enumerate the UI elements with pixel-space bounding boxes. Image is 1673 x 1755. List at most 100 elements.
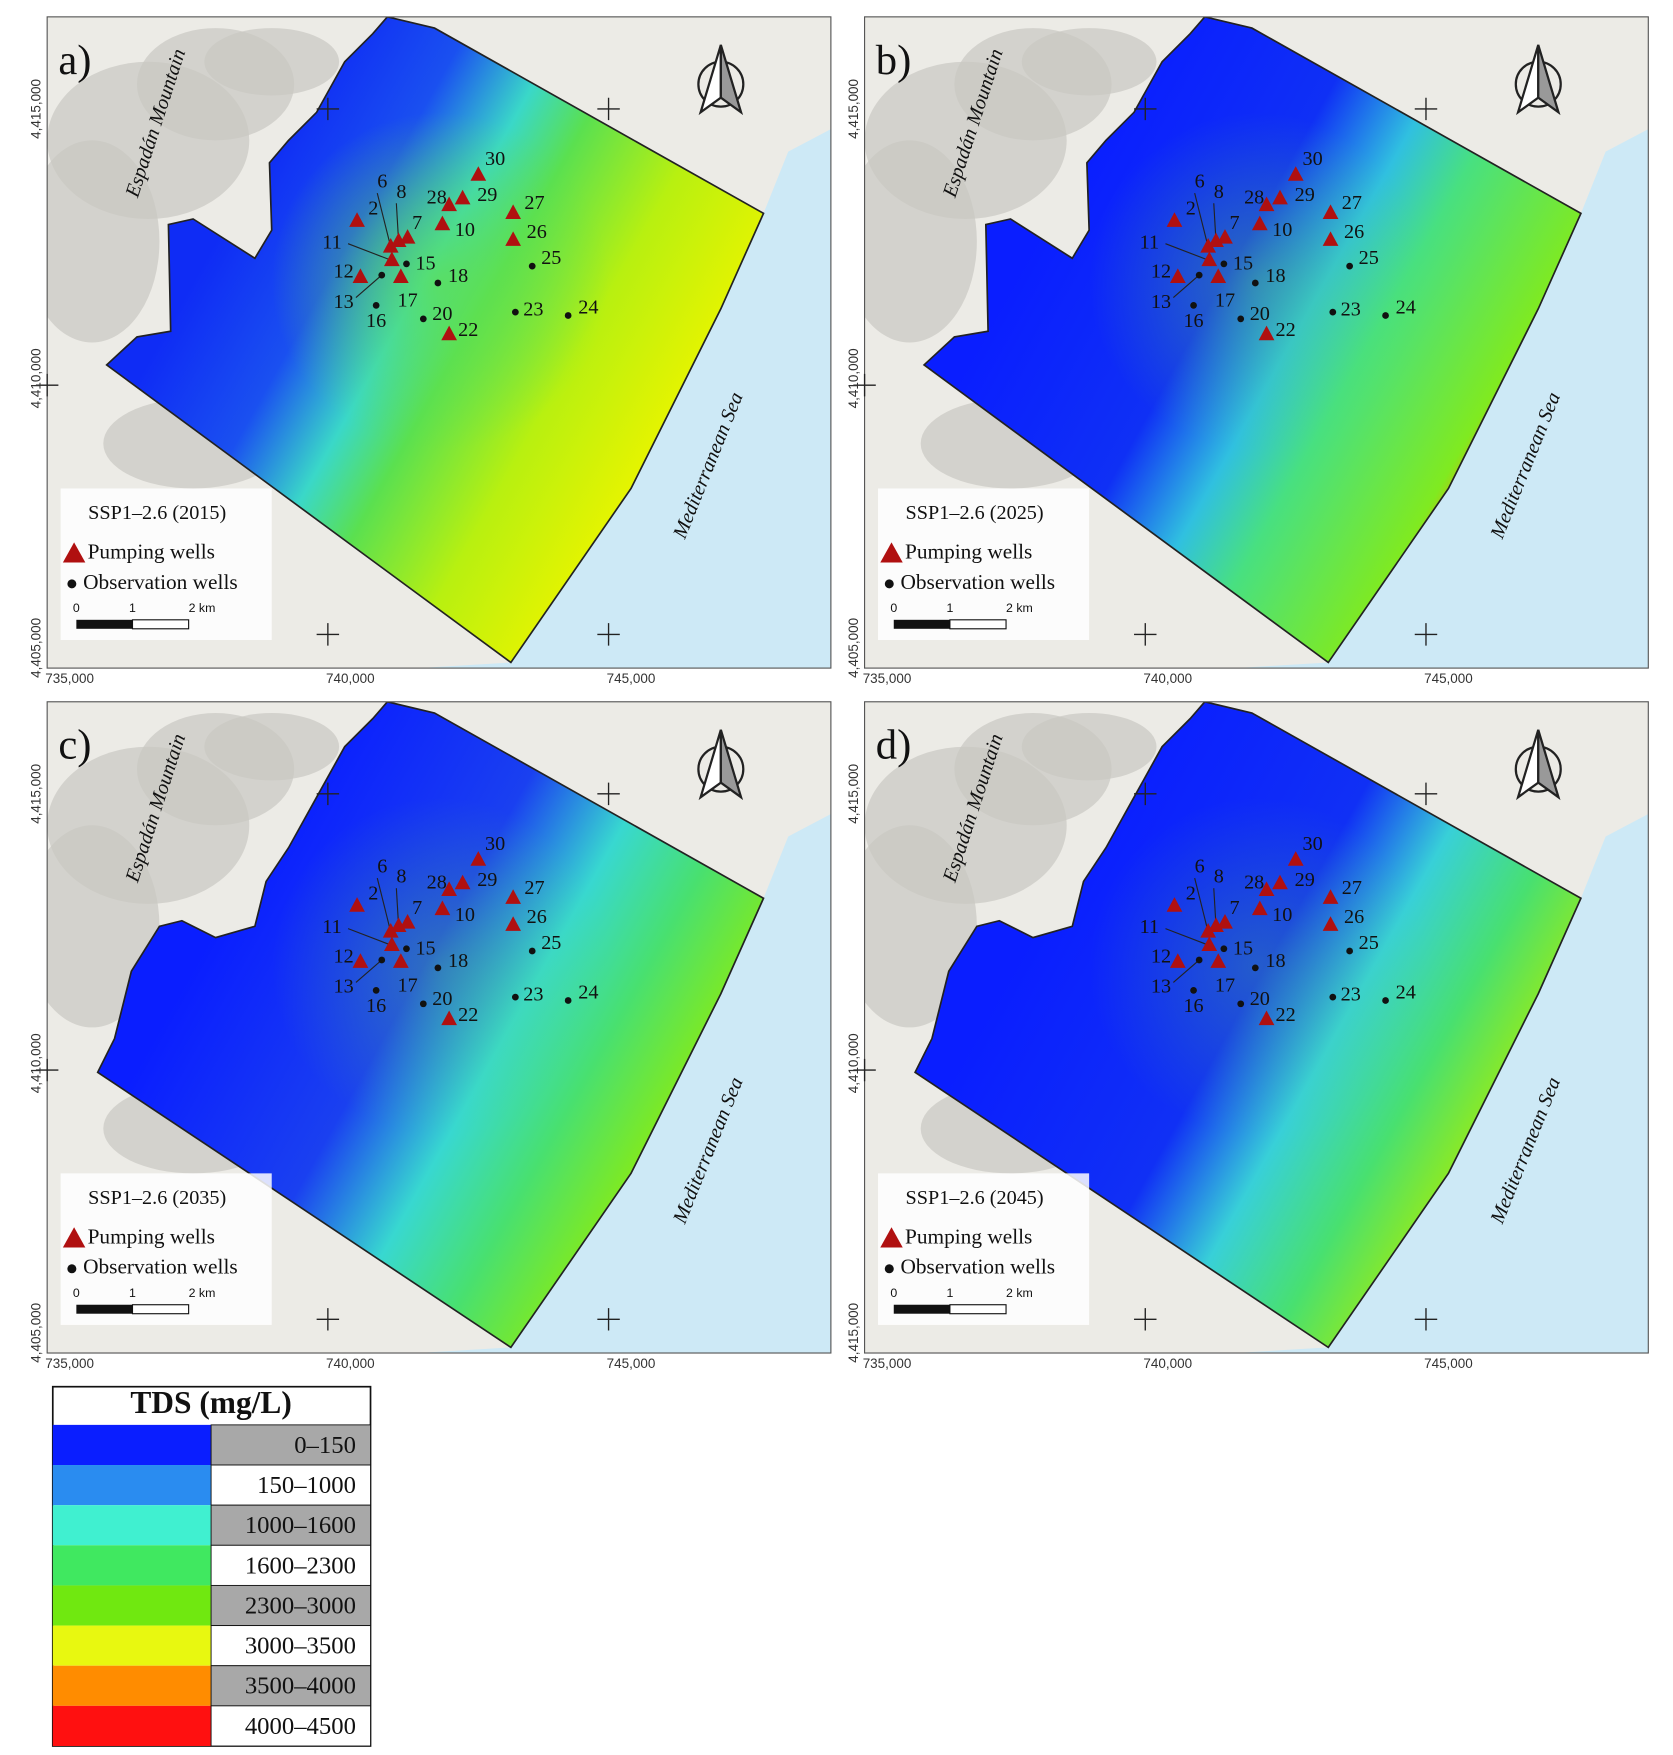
scale-bar — [76, 1304, 133, 1314]
well-label: 23 — [1341, 299, 1361, 321]
grid-cross — [597, 782, 620, 806]
scenario-label: SSP1–2.6 (2035) — [88, 1187, 226, 1209]
legend-class-label: 2300–3000 — [245, 1592, 356, 1619]
well-label: 26 — [527, 906, 547, 928]
well-label: 28 — [1244, 871, 1264, 893]
inset-legend — [60, 1173, 272, 1325]
x-tick-label: 740,000 — [1143, 671, 1192, 686]
pumping-well — [505, 231, 521, 246]
observation-well — [512, 308, 519, 316]
legend-title: TDS (mg/L) — [130, 1385, 291, 1420]
pumping-well — [1251, 215, 1268, 231]
pumping-well — [1210, 953, 1227, 968]
legend-class-label: 1600–2300 — [245, 1552, 356, 1579]
well-label: 18 — [448, 265, 468, 287]
well-label: 20 — [432, 303, 452, 325]
y-tick-label: 4,405,000 — [29, 1303, 44, 1363]
panel-letter: c) — [58, 722, 91, 769]
legend-swatch — [52, 1505, 212, 1546]
tds-plume — [915, 701, 1581, 1348]
map-frame — [864, 701, 1649, 1354]
grid-cross — [597, 97, 620, 121]
scale-bar — [131, 619, 190, 630]
scale-label: 1 — [129, 1286, 136, 1300]
pumping-well — [382, 238, 399, 253]
scale-bar — [131, 1304, 190, 1315]
grid-cross — [1414, 97, 1438, 121]
well-label: 24 — [1396, 981, 1416, 1003]
map-body — [864, 16, 1649, 669]
well-label: 25 — [541, 247, 561, 269]
well-label: 8 — [396, 181, 406, 203]
well-label: 6 — [1195, 856, 1205, 878]
legend-label: Observation wells — [83, 1255, 238, 1279]
legend-swatch — [52, 1705, 212, 1747]
well-label: 23 — [523, 299, 543, 321]
well-label: 12 — [1151, 945, 1171, 967]
observation-well — [403, 260, 410, 268]
pumping-well — [1272, 189, 1288, 205]
well-label: 11 — [322, 916, 341, 938]
pumping-well — [1322, 889, 1339, 904]
grid-cross — [316, 97, 340, 121]
well-label: 15 — [1233, 253, 1253, 275]
well-label: 29 — [1295, 184, 1315, 206]
well-label: 24 — [1396, 296, 1416, 318]
pumping-well — [470, 166, 487, 181]
pumping-well — [1258, 325, 1275, 341]
legend-triangle — [880, 1227, 903, 1248]
well-label: 6 — [377, 171, 387, 193]
observation-well — [1346, 262, 1353, 270]
well-label: 30 — [485, 148, 505, 170]
well-label: 13 — [333, 291, 353, 313]
well-label: 24 — [578, 296, 598, 318]
pumping-well — [1322, 231, 1339, 246]
leader-line — [1172, 274, 1200, 298]
well-label: 17 — [397, 975, 417, 997]
well-label: 6 — [377, 856, 387, 878]
pumping-well — [441, 325, 457, 341]
y-tick-label: 4,405,000 — [846, 618, 861, 678]
grid-cross — [316, 1308, 340, 1331]
pumping-well — [1287, 166, 1304, 181]
scale-label: 1 — [946, 601, 953, 615]
tds-plume — [924, 16, 1581, 663]
x-tick-label: 735,000 — [863, 1356, 912, 1371]
well-label: 17 — [1215, 290, 1235, 312]
legend-label: Pumping wells — [905, 1224, 1032, 1248]
grid-cross — [1414, 782, 1438, 806]
well-label: 16 — [366, 995, 386, 1017]
tds-plume — [106, 16, 764, 663]
y-tick-label: 4,410,000 — [846, 1033, 861, 1093]
tds-plume — [97, 701, 764, 1348]
pumping-well — [1200, 238, 1217, 253]
well-label: 24 — [578, 981, 598, 1003]
observation-well — [1195, 956, 1203, 964]
observation-well — [528, 947, 536, 955]
scale-label: 1 — [946, 1286, 953, 1300]
y-tick-label: 4,410,000 — [29, 348, 44, 408]
observation-well — [512, 993, 519, 1001]
observation-well — [1190, 986, 1197, 994]
well-label: 28 — [1244, 186, 1264, 208]
grid-cross — [597, 1308, 620, 1331]
y-tick-label: 4,415,000 — [846, 764, 861, 824]
well-label: 15 — [415, 253, 435, 275]
observation-well — [528, 262, 536, 270]
observation-well — [1237, 315, 1245, 323]
leader-line — [1165, 243, 1210, 262]
well-label: 30 — [1302, 833, 1322, 855]
legend-label: Pumping wells — [88, 1224, 215, 1248]
pumping-well — [505, 916, 521, 931]
grid-cross — [1134, 97, 1157, 121]
well-label: 7 — [1229, 897, 1239, 919]
pumping-well — [352, 268, 369, 283]
grid-cross — [1134, 1308, 1157, 1331]
pumping-well — [1258, 196, 1275, 212]
y-tick-label: 4,410,000 — [846, 348, 861, 408]
observation-well — [1251, 279, 1259, 287]
leader-line — [347, 928, 393, 946]
pumping-well — [1166, 897, 1183, 912]
north-arrow — [1537, 44, 1561, 116]
